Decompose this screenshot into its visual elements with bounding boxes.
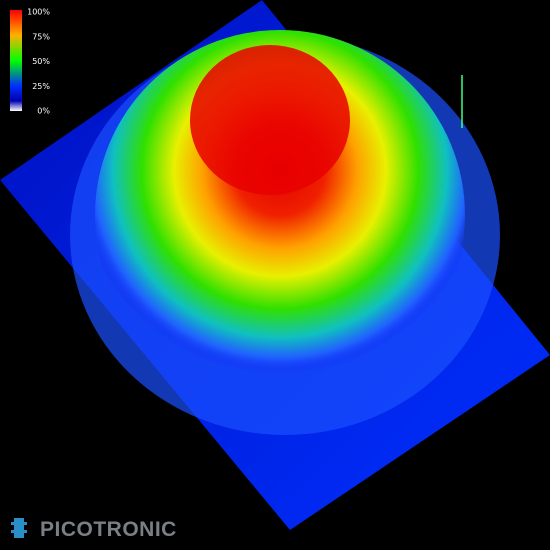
colorbar-label: 50% [32, 57, 50, 66]
beam-surface [95, 30, 465, 400]
logo-text: PICOTRONIC [40, 518, 177, 541]
beam-peak [190, 45, 350, 195]
logo-icon [11, 522, 27, 525]
colorbar-label: 0% [37, 107, 50, 116]
colorbar [10, 10, 22, 111]
logo-icon [14, 518, 24, 538]
colorbar-label: 75% [32, 32, 50, 41]
colorbar-labels: 100% 75% 50% 25% 0% [27, 8, 50, 116]
logo: PICOTRONIC [11, 518, 177, 541]
logo-icon [11, 530, 27, 533]
colorbar-label: 25% [32, 82, 50, 91]
colorbar-label: 100% [27, 8, 50, 17]
